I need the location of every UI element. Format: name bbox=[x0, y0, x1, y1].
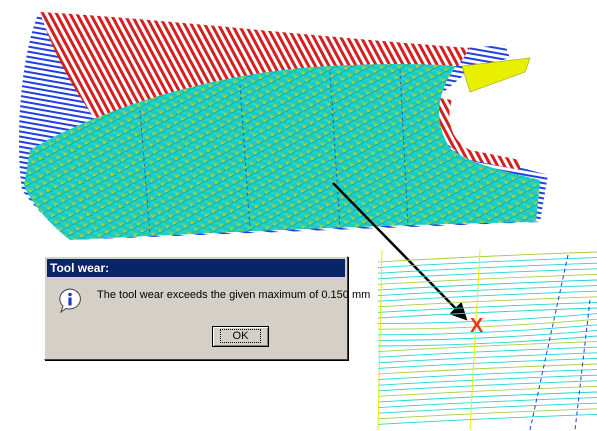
detail-toolpath-line bbox=[377, 285, 597, 297]
detail-toolpath-line bbox=[377, 279, 597, 291]
tool-wear-dialog: Tool wear: The tool wear exceeds the giv… bbox=[44, 256, 370, 360]
detail-toolpath-line bbox=[377, 335, 597, 347]
detail-toolpath-line bbox=[377, 380, 597, 392]
ok-button[interactable]: OK bbox=[212, 326, 269, 347]
dialog-message: The tool wear exceeds the given maximum … bbox=[97, 289, 371, 301]
detail-toolpath-line bbox=[377, 296, 597, 308]
detail-toolpath-line bbox=[377, 385, 597, 397]
detail-toolpath-line bbox=[377, 273, 597, 285]
detail-toolpath-line bbox=[377, 257, 597, 269]
detail-toolpath-line bbox=[377, 363, 597, 375]
detail-toolpath-line bbox=[377, 397, 597, 409]
info-icon bbox=[59, 288, 81, 313]
detail-toolpath-line bbox=[377, 268, 597, 280]
detail-toolpath-line bbox=[377, 391, 597, 403]
detail-dashed-line bbox=[574, 299, 591, 431]
ok-button-label: OK bbox=[219, 329, 262, 343]
detail-guide-line bbox=[469, 249, 481, 431]
detail-toolpath-line bbox=[377, 413, 597, 425]
detail-toolpath-line bbox=[377, 313, 597, 325]
detail-toolpath-line bbox=[377, 369, 597, 381]
detail-toolpath-line bbox=[377, 374, 597, 386]
yellow-flange bbox=[461, 57, 531, 93]
zoom-detail-view bbox=[377, 249, 597, 431]
detail-toolpath-line bbox=[377, 324, 597, 336]
detail-toolpath-line bbox=[377, 341, 597, 353]
detail-toolpath-line bbox=[377, 357, 597, 369]
red-notch-strip bbox=[437, 98, 520, 170]
detail-toolpath-line bbox=[377, 329, 597, 341]
detail-guide-line bbox=[377, 249, 383, 431]
detail-toolpath-line bbox=[377, 262, 597, 274]
dialog-title: Tool wear: bbox=[47, 259, 345, 277]
cyan-surface bbox=[24, 64, 540, 240]
detail-toolpath-line bbox=[377, 307, 597, 319]
detail-dashed-line bbox=[529, 254, 569, 431]
callout-arrow bbox=[332, 182, 468, 321]
detail-toolpath-line bbox=[377, 290, 597, 302]
detail-toolpath-line bbox=[377, 408, 597, 420]
workpiece-3d-view bbox=[18, 12, 549, 240]
detail-toolpath-line bbox=[377, 301, 597, 313]
detail-toolpath-line bbox=[377, 402, 597, 414]
collision-marker: X bbox=[470, 315, 484, 337]
detail-toolpath-line bbox=[377, 346, 597, 358]
detail-toolpath-line bbox=[377, 251, 597, 263]
detail-toolpath-line bbox=[377, 352, 597, 364]
detail-toolpath-line bbox=[377, 318, 597, 330]
